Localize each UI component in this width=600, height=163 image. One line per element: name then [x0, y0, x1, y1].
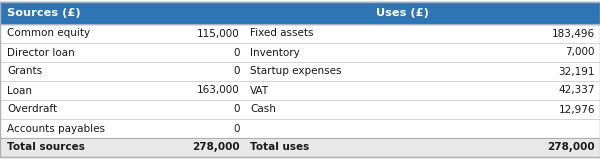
Text: Inventory: Inventory	[250, 47, 300, 58]
Text: 278,000: 278,000	[193, 142, 240, 153]
Text: Overdraft: Overdraft	[7, 104, 57, 114]
Text: Accounts payables: Accounts payables	[7, 124, 105, 133]
Text: Grants: Grants	[7, 67, 42, 76]
Text: VAT: VAT	[250, 86, 269, 96]
Text: Sources (£): Sources (£)	[7, 8, 80, 18]
Text: 0: 0	[233, 47, 240, 58]
Bar	[0, 119, 600, 138]
Text: 115,000: 115,000	[197, 29, 240, 38]
Text: Fixed assets: Fixed assets	[250, 29, 314, 38]
Text: 42,337: 42,337	[559, 86, 595, 96]
Bar	[0, 43, 600, 62]
Bar	[0, 62, 600, 81]
Text: 163,000: 163,000	[197, 86, 240, 96]
Text: 32,191: 32,191	[559, 67, 595, 76]
Text: 183,496: 183,496	[552, 29, 595, 38]
Text: Total uses: Total uses	[250, 142, 309, 153]
Text: 0: 0	[233, 67, 240, 76]
Bar	[0, 24, 600, 43]
Bar	[0, 2, 600, 24]
Bar	[0, 138, 600, 157]
Text: Total sources: Total sources	[7, 142, 85, 153]
Bar	[0, 81, 600, 100]
Text: 278,000: 278,000	[547, 142, 595, 153]
Text: 7,000: 7,000	[566, 47, 595, 58]
Bar	[0, 100, 600, 119]
Text: Startup expenses: Startup expenses	[250, 67, 341, 76]
Text: Common equity: Common equity	[7, 29, 90, 38]
Text: 12,976: 12,976	[559, 104, 595, 114]
Text: Director loan: Director loan	[7, 47, 75, 58]
Text: Cash: Cash	[250, 104, 276, 114]
Text: Loan: Loan	[7, 86, 32, 96]
Text: Uses (£): Uses (£)	[376, 8, 428, 18]
Text: 0: 0	[233, 104, 240, 114]
Text: 0: 0	[233, 124, 240, 133]
